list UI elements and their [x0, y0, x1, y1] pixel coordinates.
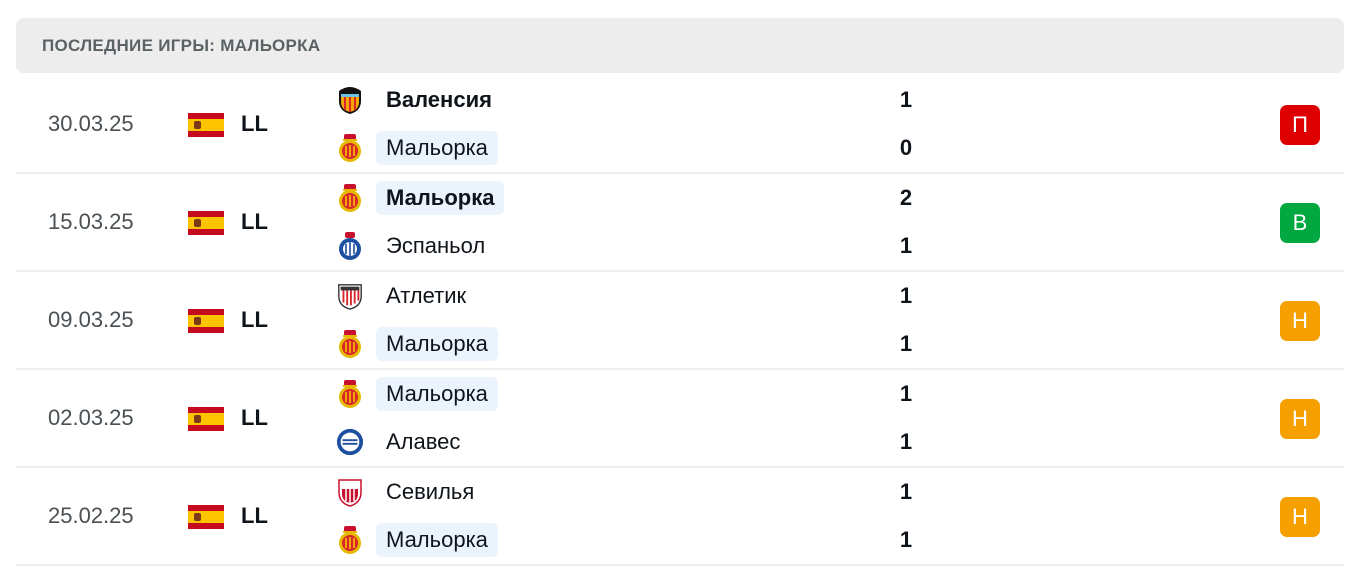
team-home[interactable]: Атлетик — [336, 278, 476, 314]
home-score: 1 — [899, 283, 913, 308]
league-label[interactable]: LL — [241, 111, 268, 136]
team-home[interactable]: Мальорка — [336, 180, 505, 216]
athletic-crest-icon — [336, 281, 364, 311]
league-label[interactable]: LL — [241, 503, 268, 528]
team-away[interactable]: Мальорка — [336, 522, 498, 558]
match-date: 30.03.25 — [48, 111, 134, 136]
valencia-crest-icon — [336, 85, 364, 115]
home-score: 1 — [899, 479, 913, 504]
team-away[interactable]: Мальорка — [336, 326, 498, 362]
spain-flag-icon — [188, 505, 224, 529]
result-badge: В — [1280, 203, 1320, 243]
home-score: 2 — [899, 185, 913, 210]
team-name[interactable]: Алавес — [386, 429, 461, 454]
sevilla-crest-icon — [336, 477, 364, 507]
team-away[interactable]: Мальорка — [336, 130, 498, 166]
away-score: 1 — [899, 331, 913, 356]
mallorca-crest-icon — [336, 329, 364, 359]
alaves-crest-icon — [336, 427, 364, 457]
result-badge: Н — [1280, 399, 1320, 439]
match-date: 15.03.25 — [48, 209, 134, 234]
match-row[interactable]: 30.03.25 LL Валенсия Мальорка 1 0 П — [16, 76, 1344, 174]
match-list: 30.03.25 LL Валенсия Мальорка 1 0 П 15.03… — [16, 76, 1344, 566]
team-name[interactable]: Мальорка — [376, 327, 498, 361]
result-badge: Н — [1280, 497, 1320, 537]
section-header: ПОСЛЕДНИЕ ИГРЫ: МАЛЬОРКА — [16, 18, 1344, 73]
match-row[interactable]: 25.02.25 LL Севилья Мальорка 1 1 Н — [16, 468, 1344, 566]
team-home[interactable]: Валенсия — [336, 82, 502, 118]
spain-flag-icon — [188, 407, 224, 431]
league-label[interactable]: LL — [241, 209, 268, 234]
team-name[interactable]: Севилья — [386, 479, 475, 504]
home-score: 1 — [899, 87, 913, 112]
espanyol-crest-icon — [336, 231, 364, 261]
away-score: 1 — [899, 527, 913, 552]
match-row[interactable]: 02.03.25 LL Мальорка Алавес 1 1 Н — [16, 370, 1344, 468]
section-title: ПОСЛЕДНИЕ ИГРЫ: МАЛЬОРКА — [42, 35, 321, 55]
team-home[interactable]: Севилья — [336, 474, 484, 510]
away-score: 1 — [899, 429, 913, 454]
match-row[interactable]: 09.03.25 LL Атлетик Мальорка 1 1 Н — [16, 272, 1344, 370]
spain-flag-icon — [188, 309, 224, 333]
team-name[interactable]: Эспаньол — [386, 233, 486, 258]
match-row[interactable]: 15.03.25 LL Мальорка Эспаньол 2 1 В — [16, 174, 1344, 272]
team-name[interactable]: Мальорка — [376, 181, 505, 215]
away-score: 1 — [899, 233, 913, 258]
home-score: 1 — [899, 381, 913, 406]
league-label[interactable]: LL — [241, 307, 268, 332]
team-away[interactable]: Алавес — [336, 424, 470, 460]
league-label[interactable]: LL — [241, 405, 268, 430]
mallorca-crest-icon — [336, 183, 364, 213]
team-away[interactable]: Эспаньол — [336, 228, 495, 264]
team-home[interactable]: Мальорка — [336, 376, 498, 412]
team-name[interactable]: Атлетик — [386, 283, 467, 308]
spain-flag-icon — [188, 113, 224, 137]
match-date: 09.03.25 — [48, 307, 134, 332]
away-score: 0 — [899, 135, 913, 160]
result-badge: Н — [1280, 301, 1320, 341]
match-date: 25.02.25 — [48, 503, 134, 528]
team-name[interactable]: Мальорка — [376, 523, 498, 557]
mallorca-crest-icon — [336, 525, 364, 555]
match-date: 02.03.25 — [48, 405, 134, 430]
mallorca-crest-icon — [336, 133, 364, 163]
team-name[interactable]: Мальорка — [376, 131, 498, 165]
team-name[interactable]: Валенсия — [386, 87, 492, 112]
spain-flag-icon — [188, 211, 224, 235]
team-name[interactable]: Мальорка — [376, 377, 498, 411]
mallorca-crest-icon — [336, 379, 364, 409]
result-badge: П — [1280, 105, 1320, 145]
